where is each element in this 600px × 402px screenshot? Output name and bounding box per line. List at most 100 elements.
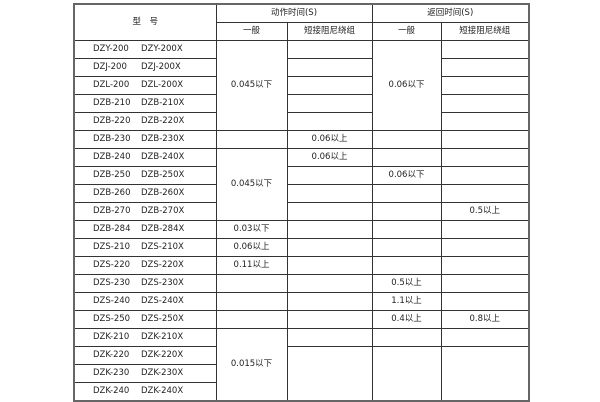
action-short-cell <box>286 184 373 203</box>
model-name: DZB-240 <box>93 152 131 162</box>
return-general-cell <box>371 184 442 203</box>
table-row: DZY-200 DZY-200X 0.045以下 0.06以下 <box>73 40 530 131</box>
model-cell: DZK-210 DZK-210X <box>73 328 217 347</box>
return-general-cell: 0.06以下 <box>371 40 442 131</box>
return-short-cell: 0.8以上 <box>440 310 530 329</box>
table-row: DZB-284 DZB-284X 0.03以下 <box>73 220 530 239</box>
model-cell: DZS-210 DZS-210X <box>73 238 217 257</box>
model-name: DZY-200 <box>93 44 129 54</box>
action-short-cell: 0.06以上 <box>286 148 373 167</box>
model-name: DZS-210 <box>93 242 131 252</box>
model-name-x: DZL-200X <box>141 80 184 90</box>
model-name-x: DZY-200X <box>141 44 183 54</box>
model-name-x: DZS-210X <box>141 242 184 252</box>
return-general-cell <box>371 202 442 221</box>
return-general-cell <box>371 148 442 167</box>
return-short-cell <box>440 94 530 113</box>
return-general-cell: 1.1以上 <box>371 292 442 311</box>
return-short-cell <box>440 328 530 347</box>
return-short-cell <box>440 148 530 167</box>
action-short-cell <box>286 238 373 257</box>
model-cell: DZK-240 DZK-240X <box>73 382 217 402</box>
return-general-cell <box>371 220 442 239</box>
model-name-x: DZB-284X <box>141 224 185 234</box>
action-short-cell <box>286 328 373 347</box>
return-short-cell <box>440 292 530 311</box>
model-name: DZB-260 <box>93 188 131 198</box>
model-name: DZS-240 <box>93 296 131 306</box>
return-general-cell <box>371 256 442 275</box>
return-short-cell <box>440 112 530 131</box>
model-name: DZL-200 <box>93 80 130 90</box>
model-cell: DZJ-200 DZJ-200X <box>73 58 217 77</box>
return-general-cell <box>371 130 442 149</box>
model-name-x: DZB-220X <box>141 116 185 126</box>
model-name: DZK-230 <box>93 368 130 378</box>
action-short-cell <box>286 310 373 329</box>
model-name: DZB-250 <box>93 170 131 180</box>
model-name: DZK-210 <box>93 332 130 342</box>
model-name: DZS-220 <box>93 260 131 270</box>
table-row: DZB-210 DZB-210X <box>73 94 530 113</box>
model-name-x: DZK-210X <box>141 332 184 342</box>
model-name-x: DZJ-200X <box>141 62 181 72</box>
model-name: DZJ-200 <box>93 62 127 72</box>
model-name: DZB-284 <box>93 224 131 234</box>
table-row: DZB-230 DZB-230X 0.06以上 <box>73 130 530 149</box>
table-row: DZS-210 DZS-210X 0.06以上 <box>73 238 530 257</box>
return-short-cell <box>440 166 530 185</box>
return-short-cell <box>440 40 530 59</box>
return-short-cell <box>440 130 530 149</box>
return-short-cell <box>440 76 530 95</box>
action-general-cell <box>215 310 288 329</box>
return-short-cell <box>440 184 530 203</box>
model-name-x: DZK-240X <box>141 386 184 396</box>
model-cell: DZK-220 DZK-220X <box>73 346 217 365</box>
return-short-header: 短接阻尼绕组 <box>440 22 530 41</box>
return-short-cell: 0.5以上 <box>440 202 530 221</box>
action-short-cell <box>286 202 373 221</box>
action-short-cell <box>286 274 373 293</box>
action-general-cell: 0.045以下 <box>215 40 288 131</box>
model-cell: DZB-240 DZB-240X <box>73 148 217 167</box>
action-short-cell <box>286 94 373 113</box>
action-time-header: 动作时间(S) <box>215 3 373 23</box>
model-cell: DZS-250 DZS-250X <box>73 310 217 329</box>
action-short-cell <box>286 292 373 311</box>
table-row: DZS-240 DZS-240X 1.1以上 <box>73 292 530 311</box>
table-row: DZL-200 DZL-200X <box>73 76 530 95</box>
action-general-cell: 0.015以下 <box>215 328 288 402</box>
model-name-x: DZS-230X <box>141 278 184 288</box>
action-short-cell <box>286 256 373 275</box>
action-general-cell <box>215 274 288 293</box>
action-short-cell <box>286 40 373 59</box>
model-name-x: DZK-220X <box>141 350 184 360</box>
table-row: DZS-230 DZS-230X 0.5以上 <box>73 274 530 293</box>
action-general-cell: 0.045以下 <box>215 148 288 221</box>
action-short-cell <box>286 220 373 239</box>
model-cell: DZK-230 DZK-230X <box>73 364 217 383</box>
model-cell: DZS-230 DZS-230X <box>73 274 217 293</box>
model-cell: DZB-270 DZB-270X <box>73 202 217 221</box>
model-cell: DZB-250 DZB-250X <box>73 166 217 185</box>
model-cell: DZS-240 DZS-240X <box>73 292 217 311</box>
table-row: DZS-250 DZS-250X 0.4以上 0.8以上 <box>73 310 530 329</box>
action-short-cell <box>286 166 373 185</box>
model-name-x: DZS-240X <box>141 296 184 306</box>
model-name: DZK-240 <box>93 386 130 396</box>
return-general-cell: 0.4以上 <box>371 310 442 329</box>
return-general-cell <box>371 238 442 257</box>
action-general-cell <box>215 130 288 149</box>
model-name-x: DZB-260X <box>141 188 185 198</box>
action-short-header: 短接阻尼绕组 <box>286 22 373 41</box>
model-name-x: DZB-270X <box>141 206 185 216</box>
model-name-x: DZB-250X <box>141 170 185 180</box>
table-row: DZB-260 DZB-260X <box>73 184 530 203</box>
model-name-x: DZB-230X <box>141 134 185 144</box>
table-row: DZK-210 DZK-210X 0.015以下 <box>73 328 530 402</box>
return-general-cell: 0.06以下 <box>371 166 442 185</box>
return-short-cell <box>440 220 530 239</box>
action-short-cell <box>286 58 373 77</box>
table-row: DZB-270 DZB-270X 0.5以上 <box>73 202 530 221</box>
table-row: DZB-240 DZB-240X 0.045以下 0.06以上 <box>73 148 530 221</box>
